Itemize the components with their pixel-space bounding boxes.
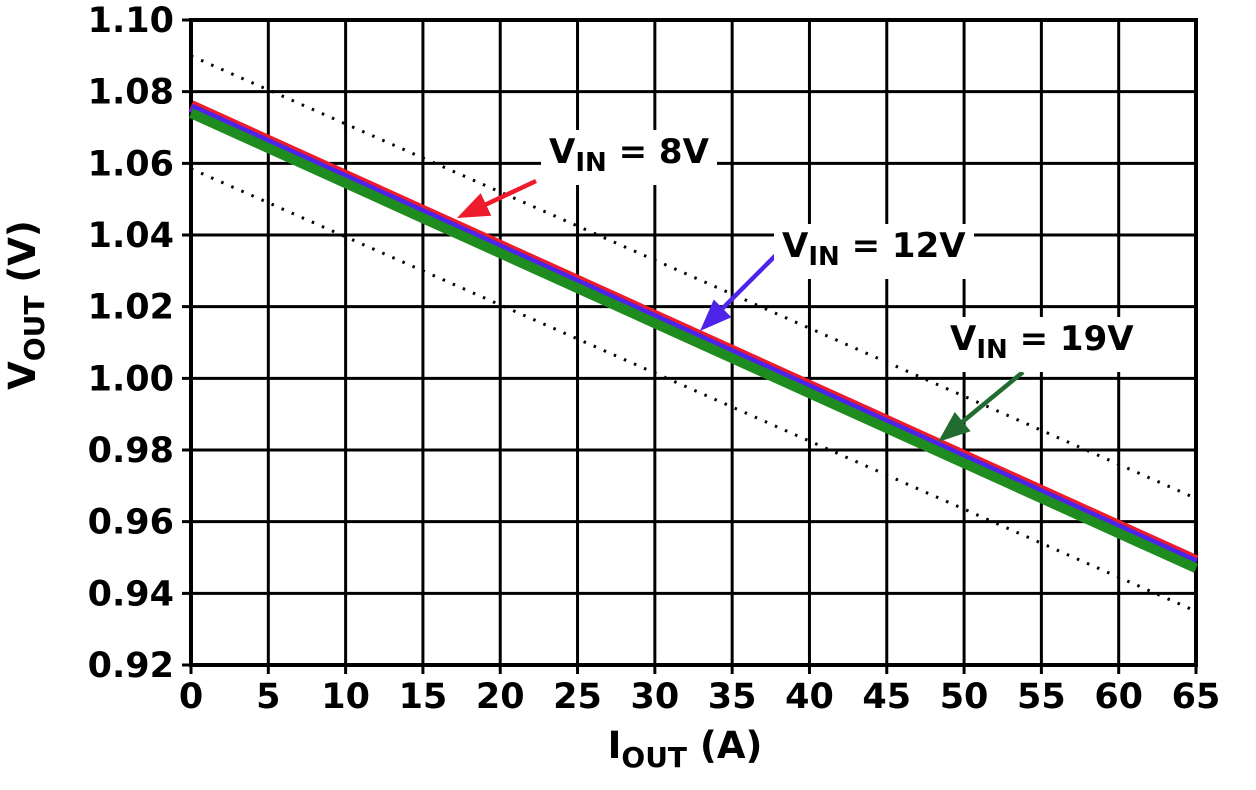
arrow-shaft-vin-12v (713, 245, 786, 318)
x-axis-title-subscript: OUT (621, 741, 688, 774)
arrow-head-vin-12v (700, 299, 732, 331)
plot-frame (189, 18, 1198, 667)
y-tick-label: 1.10 (88, 1, 174, 41)
arrow-head-vin-8v (457, 193, 492, 218)
annotation-vin-8v-subscript: IN (575, 148, 607, 178)
annotation-vin-12v-subscript: IN (808, 242, 840, 272)
x-tick-label: 40 (785, 677, 834, 717)
limit-line-lower-tolerance (190, 167, 1197, 613)
y-tick-label: 0.98 (88, 431, 174, 471)
x-tick-label: 25 (553, 677, 602, 717)
annotation-label-vin-12v: VIN = 12V (774, 224, 974, 279)
x-tick-label: 50 (940, 677, 989, 717)
limit-line-upper-tolerance (190, 54, 1197, 500)
x-tick-label: 5 (256, 677, 280, 717)
x-axis-title-unit: (A) (687, 724, 763, 767)
series-line-vin-19v (188, 108, 1199, 573)
annotation-vin-8v-value: = 8V (606, 132, 709, 172)
y-tick-label: 1.08 (88, 73, 174, 113)
y-tick-label: 1.04 (88, 216, 174, 256)
arrow-shaft-vin-8v (475, 178, 537, 211)
y-axis-title-symbol: V (1, 361, 44, 390)
x-axis-title: IOUT (A) (575, 724, 795, 775)
annotation-vin-12v-symbol: V (782, 226, 809, 266)
annotation-label-vin-19v: VIN = 19V (942, 317, 1142, 372)
x-tick-label: 15 (399, 677, 448, 717)
x-tick-label: 35 (708, 677, 757, 717)
annotation-vin-19v-symbol: V (950, 319, 977, 359)
arrow-head-vin-19v (938, 412, 971, 442)
x-tick-label: 65 (1172, 677, 1221, 717)
y-axis-title-subscript: OUT (18, 295, 51, 362)
y-tick-label: 0.94 (88, 574, 174, 614)
annotation-vin-8v-symbol: V (549, 132, 576, 172)
y-tick-label: 1.00 (88, 359, 174, 399)
x-axis-title-symbol: I (607, 724, 622, 767)
y-tick-label: 0.96 (88, 503, 174, 543)
x-tick-label: 10 (321, 677, 370, 717)
y-axis-title-unit: (V) (1, 220, 44, 296)
x-tick-label: 30 (630, 677, 679, 717)
arrow-shaft-vin-19v (953, 370, 1025, 430)
x-tick-label: 60 (1094, 677, 1143, 717)
x-tick-label: 20 (476, 677, 525, 717)
annotation-vin-12v-value: = 12V (839, 226, 966, 266)
y-axis-title: VOUT (V) (1, 175, 59, 435)
x-tick-label: 45 (862, 677, 911, 717)
y-tick-label: 1.02 (88, 288, 174, 328)
y-tick-label: 0.92 (88, 646, 174, 686)
annotation-vin-19v-subscript: IN (976, 335, 1008, 365)
x-tick-label: 0 (179, 677, 203, 717)
annotation-label-vin-8v: VIN = 8V (541, 130, 717, 185)
y-tick-label: 1.06 (88, 144, 174, 184)
x-tick-label: 55 (1017, 677, 1066, 717)
annotation-vin-19v-value: = 19V (1007, 319, 1134, 359)
